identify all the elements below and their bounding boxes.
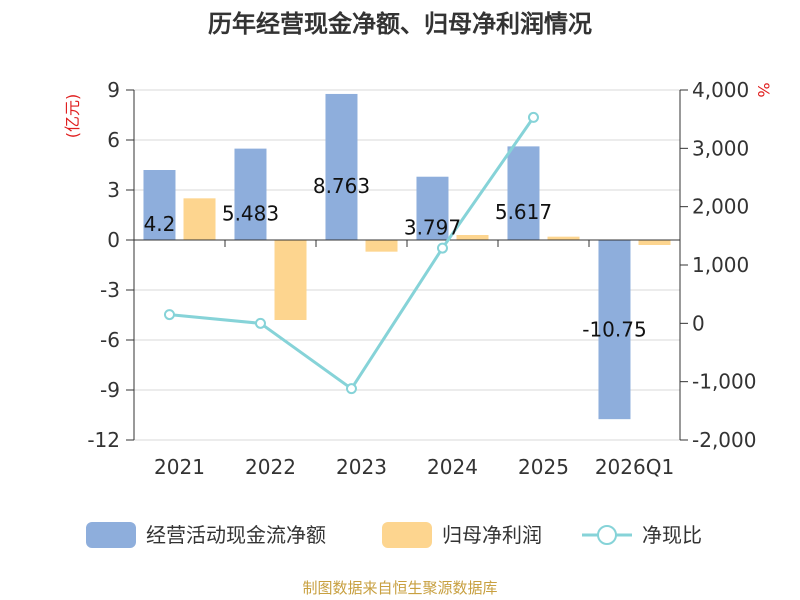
- right-tick-label: 0: [692, 311, 705, 335]
- net-profit-bar: [638, 240, 671, 245]
- category-label: 2023: [336, 455, 387, 479]
- cashflow-bar: [234, 148, 267, 240]
- ratio-point: [163, 309, 175, 321]
- category-label: 2022: [245, 455, 296, 479]
- left-tick-label: 6: [107, 128, 120, 152]
- legend[interactable]: 经营活动现金流净额 归母净利润 净现比: [86, 522, 702, 548]
- net-profit-bar: [183, 198, 216, 240]
- data-labels: 4.2 5.483 8.763 3.797 5.617 -10.75: [144, 174, 647, 342]
- cashflow-bar: [143, 170, 176, 240]
- legend-swatch: [382, 522, 432, 548]
- legend-label: 经营活动现金流净额: [146, 523, 326, 547]
- ratio-point: [436, 242, 448, 254]
- legend-label: 净现比: [642, 523, 702, 547]
- ratio-point: [527, 111, 539, 123]
- net-profit-bar: [274, 240, 307, 320]
- grid: [134, 89, 680, 441]
- right-tick-label: -1,000: [692, 370, 756, 394]
- cashflow-bar: [416, 176, 449, 240]
- legend-line-marker: [597, 525, 617, 545]
- category-label: 2024: [427, 455, 478, 479]
- left-tick-label: -12: [87, 428, 120, 452]
- left-tick-label: -6: [100, 328, 120, 352]
- left-tick-label: 9: [107, 78, 120, 102]
- cashflow-bar: [325, 93, 358, 240]
- right-axis-unit: %: [754, 82, 773, 97]
- data-label: 5.483: [222, 201, 279, 225]
- right-tick-label: 2,000: [692, 195, 749, 219]
- ratio-point: [254, 317, 266, 329]
- net-profit-bar: [456, 235, 489, 240]
- chart-title: 历年经营现金净额、归母净利润情况: [208, 10, 592, 38]
- category-label: 2026Q1: [595, 455, 674, 479]
- net-profit-bar: [365, 240, 398, 252]
- data-label: -10.75: [582, 318, 646, 342]
- net-profit-bar: [547, 236, 580, 240]
- right-tick-label: 3,000: [692, 136, 749, 160]
- legend-label: 归母净利润: [442, 523, 542, 547]
- right-tick-label: 4,000: [692, 78, 749, 102]
- ratio-line: [163, 111, 539, 395]
- category-label: 2025: [518, 455, 569, 479]
- axes: -12 -9 -6 -3 0 3 6 9 -2,000 -1,000 0 1,000 2,000 3,00…: [87, 78, 756, 479]
- cashflow-bar: [598, 240, 631, 420]
- category-label: 2021: [154, 455, 205, 479]
- ratio-point: [345, 383, 357, 395]
- bars: [143, 93, 671, 420]
- legend-swatch: [86, 522, 136, 548]
- left-axis-unit: (亿元): [63, 94, 82, 139]
- cashflow-bar: [507, 146, 540, 240]
- data-label: 4.2: [144, 212, 176, 236]
- left-tick-label: 3: [107, 178, 120, 202]
- data-label: 8.763: [313, 174, 370, 198]
- right-tick-label: -2,000: [692, 428, 756, 452]
- left-tick-label: -9: [100, 378, 120, 402]
- left-tick-label: 0: [107, 228, 120, 252]
- left-tick-label: -3: [100, 278, 120, 302]
- right-tick-label: 1,000: [692, 253, 749, 277]
- data-label: 5.617: [495, 200, 552, 224]
- source-note: 制图数据来自恒生聚源数据库: [302, 579, 497, 597]
- data-label: 3.797: [404, 215, 461, 239]
